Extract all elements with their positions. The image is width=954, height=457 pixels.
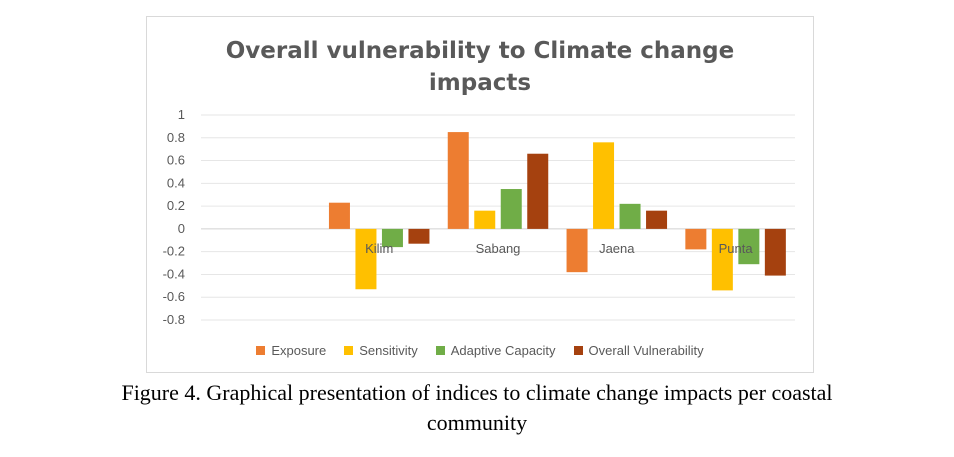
plot-area: 1 0.8 0.6 0.4 0.2 0 -0.2 -0.4 -0.6 -0.8 Kilim Saban…	[163, 107, 795, 327]
bar-adaptive-capacity	[500, 189, 522, 229]
legend-swatch	[435, 346, 445, 355]
y-tick-label: 0.8	[167, 130, 185, 145]
chart-title: Overall vulnerability to Climate change …	[147, 35, 813, 99]
category-label: Kilim	[365, 241, 393, 256]
legend-swatch	[344, 346, 354, 355]
bar-sensitivity	[355, 228, 377, 290]
chart-frame: Overall vulnerability to Climate change …	[146, 16, 814, 373]
caption-line-1: Figure 4. Graphical presentation of indi…	[121, 380, 833, 405]
legend-label: Overall Vulnerability	[588, 343, 704, 358]
bar-exposure	[328, 202, 350, 229]
bar-adaptive-capacity	[619, 203, 641, 229]
y-tick-label: -0.6	[163, 289, 185, 304]
y-tick-label: 0.4	[167, 175, 185, 190]
category-label: Jaena	[599, 241, 635, 256]
bar-sensitivity	[593, 142, 615, 229]
legend-swatch	[573, 346, 583, 355]
legend-item: Sensitivity	[344, 343, 418, 358]
bar-overall-vulnerability	[646, 210, 668, 229]
bar-adaptive-capacity	[381, 228, 403, 248]
legend-item: Overall Vulnerability	[573, 343, 704, 358]
y-tick-label: 0	[178, 221, 185, 236]
bar-exposure	[566, 228, 588, 273]
y-tick-label: -0.8	[163, 312, 185, 327]
figure-caption: Figure 4. Graphical presentation of indi…	[0, 378, 954, 438]
bar-adaptive-capacity	[738, 228, 760, 265]
y-tick-label: 0.6	[167, 153, 185, 168]
chart-title-line-1: Overall vulnerability to Climate change	[225, 38, 735, 64]
legend-label: Exposure	[271, 343, 327, 358]
y-tick-label: 1	[178, 107, 185, 122]
legend-label: Adaptive Capacity	[450, 343, 556, 358]
bar-overall-vulnerability	[764, 228, 786, 276]
legend-item: Adaptive Capacity	[435, 343, 556, 358]
chart-title-line-2: impacts	[428, 70, 532, 96]
bar-overall-vulnerability	[527, 153, 549, 229]
y-tick-label: 0.2	[167, 198, 185, 213]
category-label: Punta	[719, 241, 754, 256]
legend: Exposure Sensitivity Adaptive Capacity Over…	[147, 343, 813, 358]
category-label: Sabang	[476, 241, 521, 256]
y-tick-label: -0.2	[163, 244, 185, 259]
legend-label: Sensitivity	[359, 343, 418, 358]
legend-item: Exposure	[256, 343, 326, 358]
bar-overall-vulnerability	[408, 228, 430, 244]
bar-exposure	[447, 132, 469, 229]
y-tick-label: -0.4	[163, 266, 185, 281]
caption-line-2: community	[426, 410, 528, 435]
bar-sensitivity	[711, 228, 733, 291]
bar-exposure	[685, 228, 707, 250]
legend-swatch	[256, 346, 266, 355]
bar-sensitivity	[474, 210, 496, 229]
